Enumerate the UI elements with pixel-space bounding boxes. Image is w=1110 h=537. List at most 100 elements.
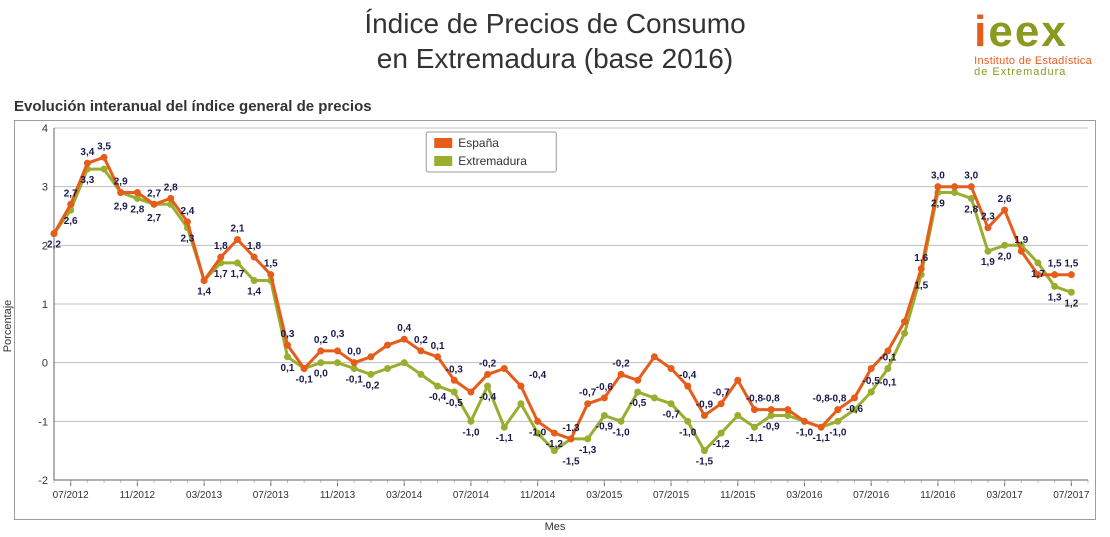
series-marker (634, 389, 641, 396)
logo-main: ieex (974, 10, 1092, 54)
series-marker (434, 353, 441, 360)
series-marker (101, 166, 108, 173)
xtick-label: 07/2017 (1053, 490, 1090, 501)
ytick-label: 1 (42, 299, 48, 311)
series-marker (818, 424, 825, 431)
legend-swatch (434, 156, 452, 166)
legend-label: Extremadura (458, 154, 527, 168)
series-marker (868, 389, 875, 396)
series-marker (334, 359, 341, 366)
series-marker (234, 236, 241, 243)
data-label: -1,0 (529, 427, 547, 438)
data-label: 1,2 (1064, 298, 1078, 309)
data-label: 2,8 (130, 204, 144, 215)
series-marker (517, 400, 524, 407)
data-label: -0,1 (879, 377, 897, 388)
series-marker (868, 365, 875, 372)
series-marker (367, 353, 374, 360)
series-marker (501, 424, 508, 431)
data-label: 0,3 (331, 329, 345, 340)
ytick-label: 0 (42, 358, 48, 370)
data-label: 3,4 (80, 147, 94, 158)
series-line-españa (54, 157, 1071, 439)
series-marker (1034, 259, 1041, 266)
legend-swatch (434, 138, 452, 148)
series-marker (568, 435, 575, 442)
series-marker (968, 183, 975, 190)
series-marker (801, 418, 808, 425)
chart-subtitle: Evolución interanual del índice general … (14, 98, 372, 115)
series-marker (984, 224, 991, 231)
data-label: -0,4 (529, 370, 547, 381)
series-marker (317, 359, 324, 366)
data-label: 1,7 (214, 269, 228, 280)
series-marker (201, 277, 208, 284)
ytick-label: -2 (38, 475, 48, 487)
title-line-2: en Extremadura (base 2016) (377, 43, 733, 74)
data-label: 2,3 (981, 212, 995, 223)
series-marker (851, 394, 858, 401)
data-label: -0,8 (813, 394, 831, 405)
series-marker (1068, 289, 1075, 296)
chart-svg: -2-10123407/201211/201203/201307/201311/… (14, 120, 1096, 520)
data-label: -0,1 (879, 353, 897, 364)
data-label: -0,2 (479, 358, 497, 369)
data-label: 1,4 (197, 287, 211, 298)
series-marker (384, 342, 391, 349)
series-marker (634, 377, 641, 384)
data-label: 1,5 (264, 259, 278, 270)
series-marker (701, 447, 708, 454)
xtick-label: 03/2015 (586, 490, 623, 501)
data-label: -0,4 (479, 392, 497, 403)
series-marker (584, 400, 591, 407)
data-label: 2,9 (114, 177, 128, 188)
series-marker (918, 265, 925, 272)
title-line-1: Índice de Precios de Consumo (364, 8, 745, 39)
series-marker (684, 418, 691, 425)
chart-area: Porcentaje Mes -2-10123407/201211/201203… (14, 120, 1096, 531)
data-label: 2,9 (114, 201, 128, 212)
series-marker (417, 347, 424, 354)
xtick-label: 11/2014 (520, 490, 556, 501)
data-label: 2,4 (180, 206, 194, 217)
series-marker (951, 183, 958, 190)
logo-letter-e1: e (988, 7, 1014, 56)
series-marker (934, 183, 941, 190)
data-label: -0,5 (629, 398, 647, 409)
series-marker (1001, 207, 1008, 214)
data-label: 3,3 (80, 175, 94, 186)
series-marker (768, 406, 775, 413)
data-label: 2,7 (147, 188, 161, 199)
ytick-label: 3 (42, 182, 48, 194)
ytick-label: -1 (38, 416, 48, 428)
data-label: 2,7 (147, 213, 161, 224)
data-label: -0,7 (579, 388, 597, 399)
series-marker (601, 394, 608, 401)
series-marker (184, 218, 191, 225)
series-marker (618, 418, 625, 425)
data-label: -0,4 (429, 392, 447, 403)
series-marker (1051, 283, 1058, 290)
data-label: 1,4 (247, 287, 261, 298)
data-label: 0,2 (314, 335, 328, 346)
series-line-extremadura (54, 169, 1071, 451)
series-marker (67, 201, 74, 208)
series-marker (1051, 271, 1058, 278)
series-marker (351, 359, 358, 366)
series-marker (517, 383, 524, 390)
xtick-label: 07/2012 (53, 490, 90, 501)
series-marker (701, 412, 708, 419)
data-label: -1,0 (612, 427, 630, 438)
data-label: -0,6 (596, 382, 614, 393)
data-label: -0,8 (746, 394, 764, 405)
data-label: -1,3 (562, 423, 580, 434)
series-marker (467, 389, 474, 396)
x-axis-label: Mes (545, 521, 566, 533)
data-label: 2,8 (164, 182, 178, 193)
series-marker (284, 353, 291, 360)
data-label: -0,5 (863, 376, 881, 387)
series-marker (601, 412, 608, 419)
logo-letter-i: i (974, 7, 988, 56)
data-label: 2,9 (931, 199, 945, 210)
series-marker (884, 365, 891, 372)
